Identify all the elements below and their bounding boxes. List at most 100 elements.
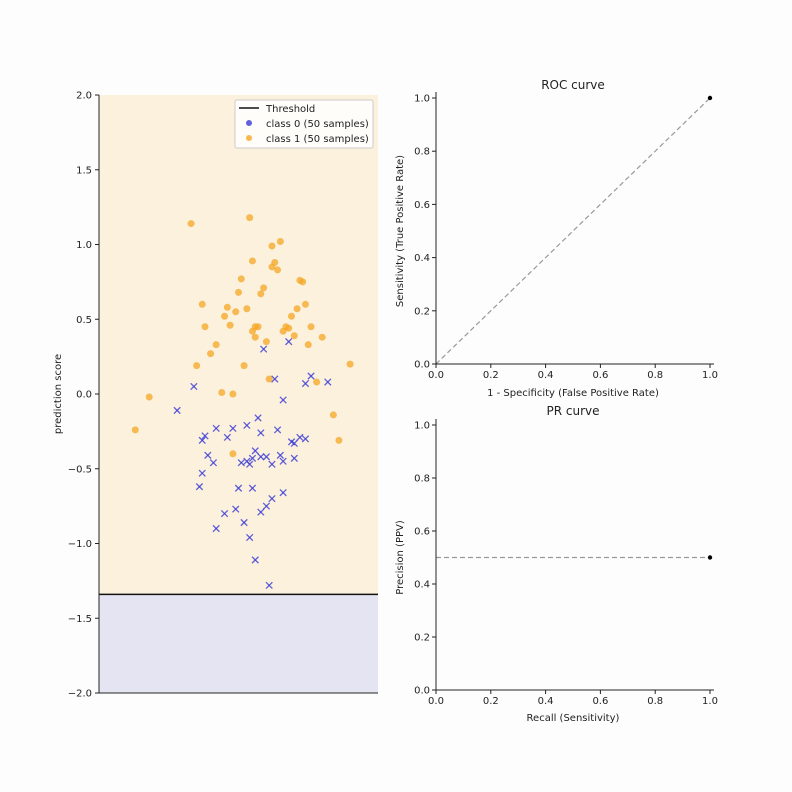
class1-point (329, 411, 337, 419)
class0-point (198, 469, 206, 477)
pr-x-tick-label: 0.4 (538, 696, 554, 707)
roc-x-axis-label: 1 - Specificity (False Positive Rate) (487, 388, 659, 399)
class0-point-stroke (251, 556, 259, 564)
class0-point (195, 483, 204, 491)
class0-point (243, 421, 251, 430)
class0-point (246, 533, 254, 542)
class0-point (223, 433, 231, 442)
roc-x-tick-label: 0.0 (428, 370, 444, 381)
class0-point-stroke (248, 454, 257, 462)
class0-point (220, 509, 229, 518)
class1-point (223, 303, 231, 311)
class1-point (285, 324, 293, 332)
class0-point-stroke (273, 426, 282, 434)
class1-point (299, 278, 307, 286)
class0-point-stroke (276, 451, 285, 459)
class0-point-stroke (209, 459, 218, 467)
class0-point-stroke (220, 509, 229, 518)
roc-y-axis-label: Sensitivity (True Positive Rate) (395, 155, 406, 307)
class1-point (218, 389, 226, 397)
class0-point (209, 459, 218, 467)
pr-title: PR curve (546, 404, 599, 418)
class0-point-stroke (229, 424, 237, 433)
roc-points (707, 95, 713, 101)
class0-point-stroke (279, 489, 287, 497)
class0-point (262, 453, 271, 461)
class1-point (313, 378, 321, 386)
class0-point-stroke (290, 439, 298, 447)
class1-point (304, 341, 312, 349)
class0-point-stroke (246, 533, 254, 542)
roc-y-tick-label: 1.0 (414, 94, 430, 105)
class1-point (248, 257, 256, 265)
class0-point (290, 439, 298, 447)
roc-y-tick-label: 0.4 (414, 253, 430, 264)
legend-box (234, 99, 374, 149)
class0-point (246, 460, 254, 468)
class0-point-stroke (301, 379, 310, 388)
class0-point-stroke (287, 438, 296, 446)
class0-point-stroke (237, 459, 245, 467)
class0-point-stroke (248, 484, 257, 492)
class0-point-stroke (212, 524, 220, 533)
class0-point (212, 524, 220, 533)
class1-point (335, 436, 343, 444)
legend-class1-swatch (246, 135, 252, 141)
class0-point-stroke (279, 457, 287, 465)
class0-point (198, 436, 206, 445)
roc-y-tick-label: 0.8 (414, 147, 430, 158)
class0-point-stroke (296, 433, 304, 442)
pr-y-tick-label: 0.4 (414, 580, 430, 591)
class0-point (204, 451, 212, 459)
legend-class1-label: class 1 (50 samples) (266, 134, 369, 145)
pr-y-tick-label: 0.2 (414, 633, 430, 644)
class1-point (246, 214, 254, 222)
scatter-points (131, 214, 354, 590)
y-axis-label: prediction score (53, 354, 64, 434)
class0-point-stroke (246, 460, 254, 468)
class1-point (201, 323, 209, 331)
class0-point (290, 454, 298, 462)
class0-point-stroke (173, 406, 181, 415)
class0-point (212, 424, 220, 433)
class1-point (212, 341, 220, 349)
legend-class0-label: class 0 (50 samples) (266, 119, 369, 130)
class1-point (240, 362, 248, 370)
class0-point-stroke (212, 424, 220, 433)
class1-point (262, 338, 270, 346)
class0-point (201, 432, 209, 440)
y-tick-label: 1.5 (76, 165, 92, 176)
class1-point (251, 333, 259, 341)
class0-point-stroke (251, 447, 259, 455)
class0-point-stroke (223, 433, 231, 442)
class0-point (307, 372, 315, 380)
class0-point-stroke (198, 469, 206, 477)
class0-point (271, 375, 279, 383)
roc-title: ROC curve (541, 78, 605, 92)
class0-point-stroke (254, 414, 262, 422)
class0-point-stroke (257, 453, 265, 461)
class1-point (290, 332, 298, 340)
class0-point-stroke (195, 483, 204, 491)
pr-x-tick-label: 0.8 (647, 696, 663, 707)
pr-y-tick-label: 1.0 (414, 421, 430, 432)
class0-point (276, 451, 285, 459)
legend: Threshold class 0 (50 samples) class 1 (… (234, 99, 374, 149)
above-threshold-region (99, 95, 378, 595)
class0-point-stroke (232, 505, 240, 513)
class1-point (221, 312, 229, 320)
class1-point (237, 275, 245, 283)
y-tick-label: −2.0 (68, 689, 92, 700)
class0-point-stroke (201, 432, 209, 440)
roc-x-ticks: 0.0 0.2 0.4 0.6 0.8 1.0 (428, 364, 718, 381)
class1-point (268, 263, 276, 271)
class1-point (268, 242, 276, 250)
class0-point (257, 429, 265, 437)
pr-y-tick-label: 0.8 (414, 474, 430, 485)
pr-x-tick-label: 1.0 (702, 696, 718, 707)
pr-curve-point (707, 555, 713, 560)
class0-point (240, 518, 248, 527)
class0-point-stroke (268, 460, 276, 468)
class1-point (265, 375, 273, 383)
